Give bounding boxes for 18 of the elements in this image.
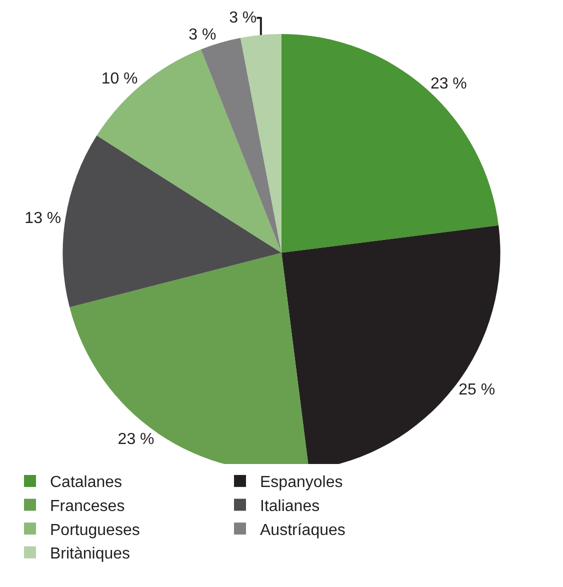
data-label: 10 %: [101, 70, 138, 88]
legend-label: Austríaques: [260, 522, 346, 539]
legend-label: Italianes: [260, 498, 320, 515]
data-label: 13 %: [24, 210, 62, 227]
legend-label: Franceses: [50, 498, 125, 515]
data-label: 3 %: [229, 9, 257, 26]
legend-label: Catalanes: [50, 474, 122, 492]
legend-label: Britàniques: [50, 546, 130, 563]
pie-slice: [96, 49, 282, 253]
data-label: 23 %: [430, 75, 467, 92]
data-label: 3 %: [188, 26, 216, 44]
pie-slice: [62, 136, 282, 308]
pie-slice: [282, 34, 499, 253]
legend-label: Espanyoles: [260, 474, 343, 492]
data-label: 23 %: [118, 431, 154, 448]
legend-label: Portugueses: [50, 522, 140, 539]
pie-slice: [240, 34, 282, 253]
data-label: 25 %: [458, 382, 496, 399]
